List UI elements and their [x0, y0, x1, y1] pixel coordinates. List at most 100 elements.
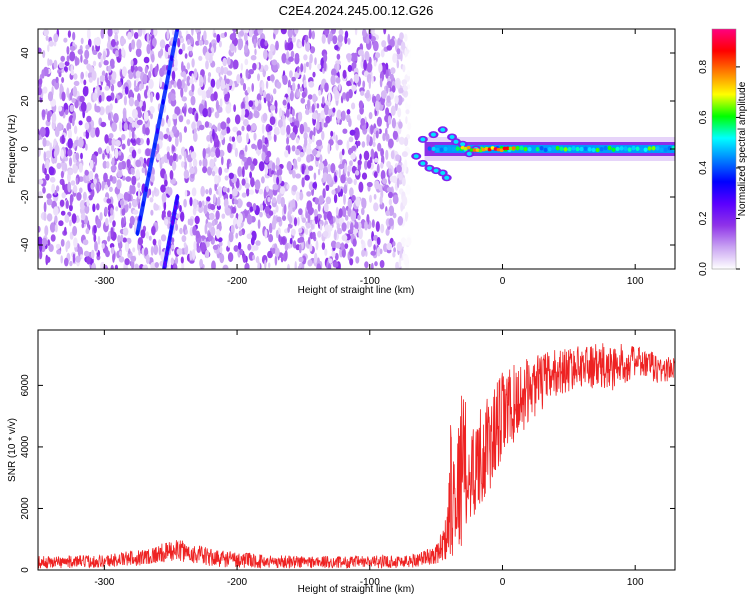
noise-cell	[334, 175, 338, 183]
noise-cell	[133, 32, 139, 39]
noise-cell	[158, 245, 162, 256]
noise-cell	[138, 188, 141, 200]
noise-cell	[128, 89, 133, 99]
noise-cell	[181, 61, 184, 73]
noise-cell	[189, 218, 194, 226]
noise-cell	[134, 99, 140, 107]
noise-cell	[124, 241, 129, 253]
noise-cell	[157, 131, 164, 142]
noise-cell	[283, 203, 287, 215]
noise-cell	[213, 91, 218, 101]
noise-cell	[215, 210, 220, 220]
noise-cell	[144, 247, 149, 257]
noise-cell	[364, 50, 370, 62]
noise-cell	[405, 116, 408, 125]
noise-cell	[63, 66, 68, 72]
noise-cell	[201, 200, 205, 207]
noise-cell	[399, 32, 404, 40]
noise-cell	[385, 210, 391, 217]
noise-cell	[380, 90, 387, 99]
noise-cell	[149, 197, 154, 203]
noise-cell	[41, 69, 45, 79]
noise-cell	[257, 219, 261, 230]
noise-cell	[60, 255, 63, 264]
noise-cell	[48, 166, 55, 176]
noise-cell	[345, 215, 349, 221]
noise-cell	[274, 255, 278, 266]
noise-cell	[215, 100, 219, 111]
noise-cell	[385, 107, 390, 117]
noise-cell	[224, 93, 230, 103]
noise-cell	[95, 127, 100, 138]
noise-cell	[72, 225, 78, 237]
noise-cell	[332, 107, 336, 113]
noise-cell	[236, 135, 243, 144]
noise-cell	[134, 263, 139, 269]
noise-cell	[150, 53, 155, 63]
line-point	[171, 214, 176, 221]
carrier-point	[559, 146, 564, 151]
line-point	[172, 40, 177, 47]
line-point	[165, 250, 169, 257]
noise-cell	[285, 109, 290, 118]
noise-cell	[382, 178, 387, 185]
noise-cell	[97, 147, 103, 155]
noise-cell	[210, 46, 214, 53]
noise-cell	[164, 218, 169, 226]
noise-cell	[222, 57, 227, 67]
x-tick-label: -300	[94, 577, 114, 588]
noise-cell	[242, 166, 245, 178]
noise-cell	[241, 178, 246, 186]
noise-cell	[279, 107, 282, 119]
noise-cell	[42, 50, 46, 59]
noise-cell	[188, 107, 193, 114]
noise-cell	[142, 29, 146, 36]
noise-cell	[61, 134, 65, 144]
noise-cell	[186, 62, 191, 70]
carrier-point	[563, 147, 568, 152]
noise-cell	[174, 135, 179, 147]
noise-cell	[307, 143, 311, 150]
noise-cell	[289, 70, 293, 78]
noise-cell	[392, 130, 398, 140]
noise-cell	[114, 32, 118, 43]
noise-cell	[380, 170, 386, 181]
noise-cell	[178, 115, 184, 123]
noise-cell	[323, 122, 328, 128]
noise-cell	[362, 29, 367, 37]
noise-cell	[372, 133, 376, 143]
noise-cell	[344, 243, 349, 250]
noise-cell	[215, 147, 221, 158]
noise-cell	[181, 235, 187, 243]
noise-cell	[115, 206, 119, 212]
noise-cell	[186, 119, 191, 125]
noise-cell	[292, 240, 297, 249]
noise-cell	[314, 197, 319, 205]
noise-cell	[359, 106, 364, 115]
strong-point	[487, 147, 492, 152]
noise-cell	[247, 86, 251, 94]
noise-cell	[373, 59, 377, 67]
noise-cell	[386, 84, 389, 94]
noise-cell	[151, 225, 156, 236]
noise-cell	[47, 91, 54, 102]
noise-cell	[344, 163, 347, 174]
noise-cell	[246, 124, 251, 132]
noise-cell	[180, 87, 184, 98]
noise-cell	[294, 261, 297, 269]
noise-cell	[343, 207, 347, 218]
noise-cell	[305, 211, 308, 219]
noise-cell	[213, 157, 217, 163]
noise-cell	[109, 103, 113, 111]
noise-cell	[73, 73, 78, 80]
x-tick-label: 0	[500, 276, 506, 287]
noise-cell	[88, 170, 94, 181]
noise-cell	[213, 32, 217, 38]
noise-cell	[361, 207, 365, 216]
noise-cell	[79, 187, 83, 194]
transition-core	[430, 132, 436, 137]
transition-core	[420, 161, 426, 166]
noise-cell	[119, 121, 123, 132]
noise-cell	[288, 216, 293, 224]
noise-cell	[346, 109, 351, 115]
